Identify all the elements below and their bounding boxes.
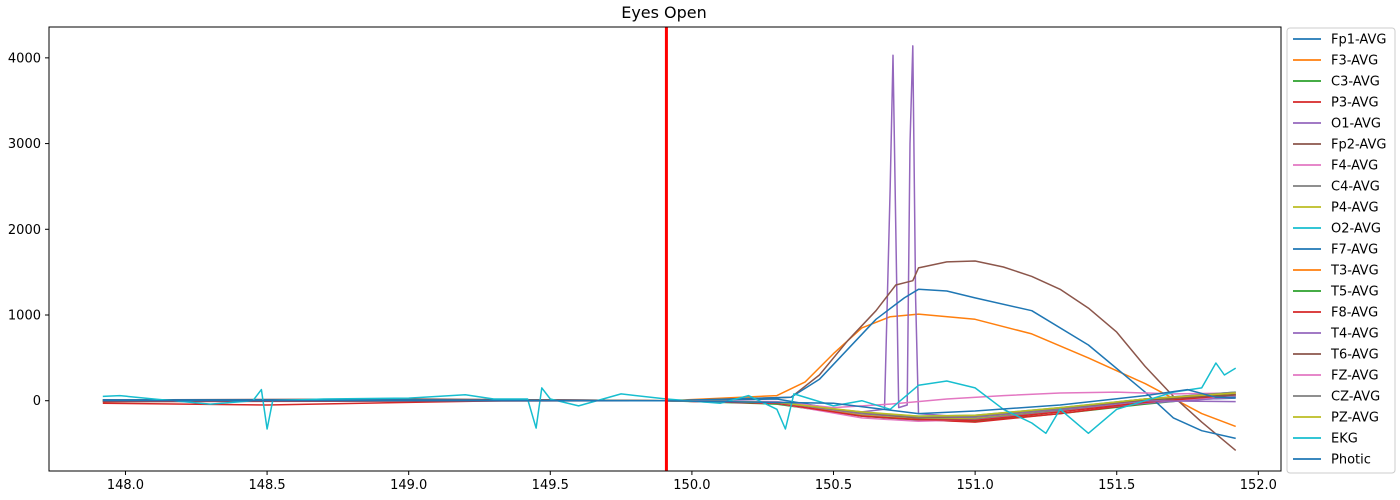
legend-label: F3-AVG bbox=[1331, 54, 1378, 69]
x-tick-label: 149.0 bbox=[390, 478, 427, 493]
legend-label: C3-AVG bbox=[1331, 75, 1380, 90]
y-tick-label: 4000 bbox=[8, 51, 41, 66]
series-layer bbox=[102, 45, 1237, 451]
x-tick-label: 148.5 bbox=[248, 478, 285, 493]
legend-label: T6-AVG bbox=[1330, 348, 1379, 363]
legend-label: F8-AVG bbox=[1331, 306, 1378, 321]
legend-label: T3-AVG bbox=[1330, 264, 1379, 279]
legend-label: C4-AVG bbox=[1331, 180, 1380, 195]
legend-box bbox=[1286, 27, 1396, 474]
legend-label: FZ-AVG bbox=[1331, 369, 1379, 384]
x-tick-label: 149.5 bbox=[532, 478, 569, 493]
legend: Fp1-AVG F3-AVG C3-AVG P3-AVG O1-AVG Fp2-AVG F4… bbox=[1286, 27, 1396, 474]
legend-label: Fp2-AVG bbox=[1331, 138, 1386, 153]
legend-label: EKG bbox=[1331, 432, 1358, 447]
legend-label: T4-AVG bbox=[1330, 327, 1379, 342]
y-tick-label: 2000 bbox=[8, 223, 41, 238]
legend-label: P3-AVG bbox=[1331, 96, 1379, 111]
y-tick-label: 0 bbox=[33, 394, 41, 409]
legend-label: Fp1-AVG bbox=[1331, 33, 1386, 48]
legend-label: O2-AVG bbox=[1331, 222, 1381, 237]
legend-label: Photic bbox=[1331, 453, 1371, 468]
legend-label: P4-AVG bbox=[1331, 201, 1379, 216]
legend-label: F7-AVG bbox=[1331, 243, 1378, 258]
plot-frame bbox=[48, 26, 1282, 472]
legend-label: F4-AVG bbox=[1331, 159, 1378, 174]
legend-label: O1-AVG bbox=[1331, 117, 1381, 132]
x-tick-label: 152.0 bbox=[1240, 478, 1277, 493]
legend-label: PZ-AVG bbox=[1331, 411, 1379, 426]
y-tick-label: 3000 bbox=[8, 137, 41, 152]
x-tick-label: 150.0 bbox=[673, 478, 710, 493]
y-axis: 0 1000 2000 3000 4000 bbox=[8, 51, 49, 409]
series-line-photic bbox=[102, 388, 1236, 415]
legend-label: CZ-AVG bbox=[1331, 390, 1380, 405]
x-axis: 148.0 148.5 149.0 149.5 150.0 150.5 151.0 151.5… bbox=[107, 471, 1277, 493]
x-tick-label: 148.0 bbox=[107, 478, 144, 493]
x-tick-label: 150.5 bbox=[815, 478, 852, 493]
series-line-fp2-avg bbox=[102, 260, 1237, 451]
y-tick-label: 1000 bbox=[8, 309, 41, 324]
x-tick-label: 151.0 bbox=[957, 478, 994, 493]
chart-title: Eyes Open bbox=[621, 3, 707, 22]
x-tick-label: 151.5 bbox=[1098, 478, 1135, 493]
legend-label: T5-AVG bbox=[1330, 285, 1379, 300]
